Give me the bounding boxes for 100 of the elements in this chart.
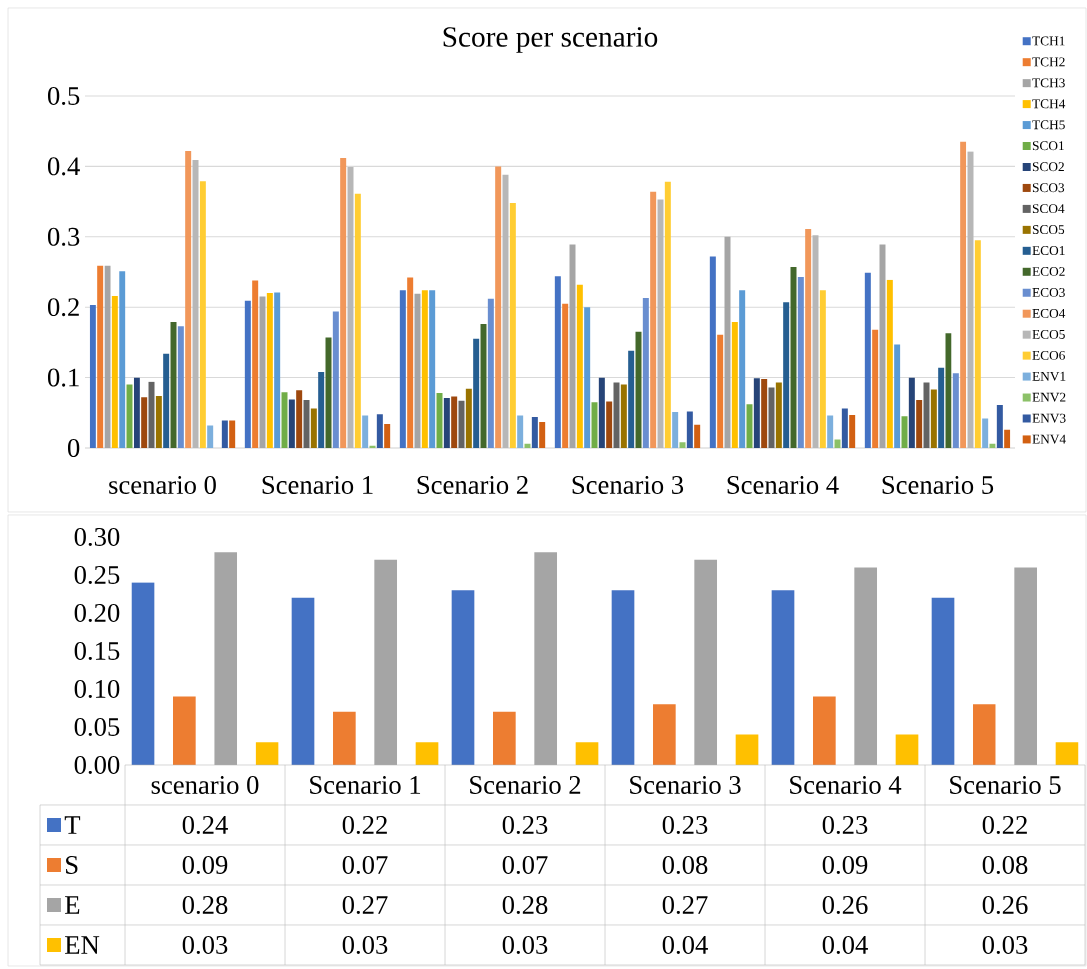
bar	[281, 392, 288, 448]
bar	[584, 307, 591, 448]
bar	[252, 280, 259, 448]
x-tick-label: Scenario 2	[470, 776, 581, 794]
bar	[576, 284, 583, 448]
bar	[480, 324, 487, 448]
bar	[185, 150, 192, 448]
data-label: 0.07	[502, 855, 548, 875]
bar	[938, 367, 945, 448]
legend-label: TCH2	[1032, 57, 1065, 67]
data-label: 0.03	[502, 935, 548, 955]
bar	[982, 418, 989, 448]
bar	[635, 331, 642, 448]
x-tick-label: Scenario 5	[882, 476, 994, 494]
legend-label: SCO4	[1032, 204, 1065, 214]
data-label: 0.07	[342, 855, 388, 875]
bar	[229, 420, 236, 448]
bar	[303, 400, 310, 448]
bar	[554, 276, 561, 448]
bar	[930, 389, 937, 448]
legend-label: EN	[65, 936, 100, 954]
bar	[141, 397, 148, 448]
legend-label: SCO1	[1032, 141, 1064, 151]
bar	[340, 157, 347, 448]
bar	[923, 382, 930, 448]
y-tick-label: 0.25	[74, 565, 120, 585]
y-tick-label: 0.30	[74, 527, 120, 547]
bar	[429, 290, 436, 448]
legend-label: S	[66, 856, 78, 874]
bar	[266, 293, 273, 448]
bar	[296, 390, 303, 448]
bar	[753, 378, 760, 448]
data-label: 0.27	[342, 895, 388, 915]
chart-title: Score per scenario	[443, 27, 658, 53]
legend-label: ECO6	[1032, 350, 1065, 360]
bar	[111, 295, 118, 448]
bar	[908, 377, 915, 448]
bar	[192, 160, 199, 448]
bar	[613, 382, 620, 448]
bar	[717, 334, 724, 448]
legend-label: ECO4	[1032, 308, 1066, 318]
bar	[465, 388, 472, 448]
legend-label: E	[65, 896, 80, 914]
bar	[407, 277, 414, 448]
legend-label: ENV2	[1032, 392, 1066, 402]
data-label: 0.08	[982, 855, 1028, 875]
bar	[163, 353, 170, 448]
bar	[731, 321, 738, 448]
bar	[495, 166, 502, 448]
x-tick-label: Scenario 1	[310, 776, 421, 794]
legend-label: TCH4	[1032, 99, 1066, 109]
bar	[487, 298, 494, 448]
bar	[374, 559, 398, 765]
bar	[517, 415, 524, 448]
data-label: 0.24	[182, 815, 228, 835]
bar	[686, 411, 693, 448]
bar	[967, 151, 974, 448]
bar	[126, 384, 133, 448]
bar	[1055, 742, 1079, 765]
bar	[436, 393, 443, 448]
legend-label: ECO1	[1032, 246, 1065, 256]
y-tick-label: 0.20	[74, 603, 120, 623]
bar	[332, 311, 339, 448]
bar	[131, 582, 155, 765]
bar	[502, 174, 509, 448]
bar	[916, 400, 923, 448]
data-label: 0.08	[662, 855, 708, 875]
bar	[679, 442, 686, 448]
bar	[996, 405, 1003, 448]
bar	[509, 202, 516, 448]
y-tick-label: 0.4	[47, 157, 80, 176]
bar	[650, 191, 657, 448]
legend-label: T	[64, 816, 81, 834]
bar	[1004, 429, 1011, 448]
bar	[199, 181, 206, 448]
legend-label: ECO5	[1032, 329, 1065, 339]
y-tick-label: 0.00	[74, 755, 120, 775]
bar	[89, 305, 96, 448]
bar	[415, 742, 439, 765]
bar	[443, 398, 450, 448]
y-tick-label: 0.2	[47, 298, 79, 317]
bar	[133, 377, 140, 448]
bar	[354, 193, 361, 448]
bar	[606, 401, 613, 448]
bar	[653, 704, 676, 765]
legend-label: ENV4	[1032, 434, 1066, 444]
data-label: 0.03	[182, 935, 228, 955]
data-label: 0.28	[182, 895, 228, 915]
data-label: 0.09	[822, 855, 868, 875]
bar	[841, 408, 848, 448]
bar	[207, 425, 214, 448]
bar	[952, 373, 959, 448]
data-label: 0.23	[502, 815, 548, 835]
data-label: 0.09	[182, 855, 228, 875]
y-tick-label: 0.15	[74, 641, 120, 661]
bar	[771, 590, 795, 765]
data-label: 0.04	[662, 935, 708, 955]
legend-label: ECO2	[1032, 267, 1065, 276]
bar	[960, 141, 967, 448]
legend-label: ECO3	[1032, 288, 1065, 297]
